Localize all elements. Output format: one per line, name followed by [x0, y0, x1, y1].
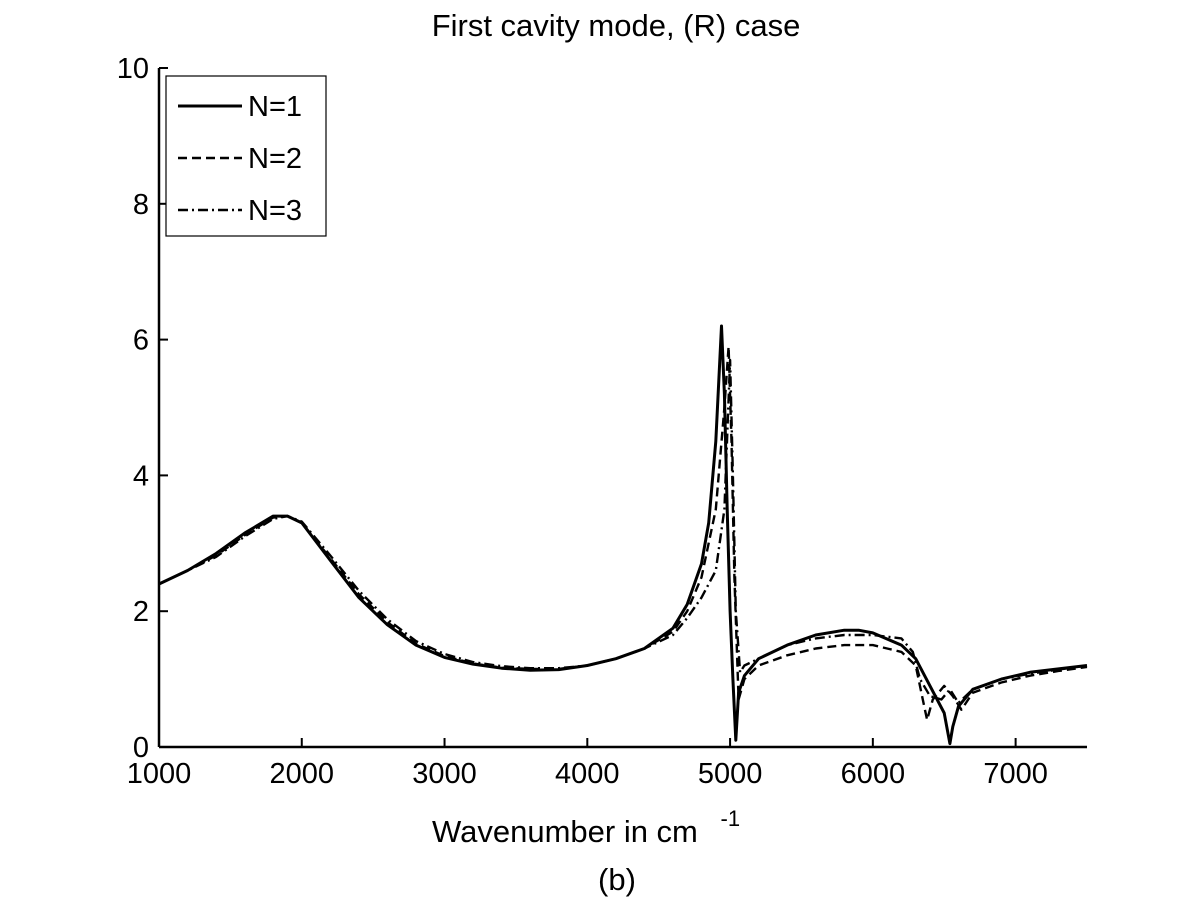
x-tick-label: 7000	[983, 758, 1048, 790]
y-tick-label: 2	[133, 596, 149, 628]
y-axis-ticks: 0 2 4 6 8 10	[117, 53, 168, 764]
x-axis-label-text: Wavenumber in cm	[432, 814, 698, 849]
legend-label-3: N=3	[248, 195, 302, 227]
y-tick-label: 8	[133, 189, 149, 221]
x-tick-label: 2000	[270, 758, 335, 790]
legend: N=1 N=2 N=3	[165, 75, 327, 237]
series-line-1	[158, 324, 1088, 746]
figure-caption: (b)	[598, 862, 636, 897]
x-axis-ticks: 1000 2000 3000 4000 5000 6000 7000	[127, 738, 1048, 790]
y-tick-label: 0	[133, 732, 149, 764]
x-axis-label: Wavenumber in cm -1	[432, 806, 740, 849]
x-tick-label: 4000	[555, 758, 620, 790]
x-tick-label: 1000	[127, 758, 192, 790]
y-tick-label: 6	[133, 325, 149, 357]
y-tick-label: 4	[133, 460, 149, 492]
x-tick-label: 3000	[412, 758, 477, 790]
x-axis-label-superscript: -1	[721, 806, 741, 831]
series-line-2	[158, 345, 1088, 721]
legend-label-1: N=1	[248, 91, 302, 123]
chart-title: First cavity mode, (R) case	[432, 8, 801, 43]
x-tick-label: 5000	[698, 758, 763, 790]
series-line-3	[158, 358, 1088, 705]
series-layer	[158, 324, 1088, 746]
legend-items: N=1 N=2 N=3	[178, 91, 302, 227]
y-tick-label: 10	[117, 53, 149, 85]
x-tick-label: 6000	[841, 758, 906, 790]
legend-label-2: N=2	[248, 143, 302, 175]
